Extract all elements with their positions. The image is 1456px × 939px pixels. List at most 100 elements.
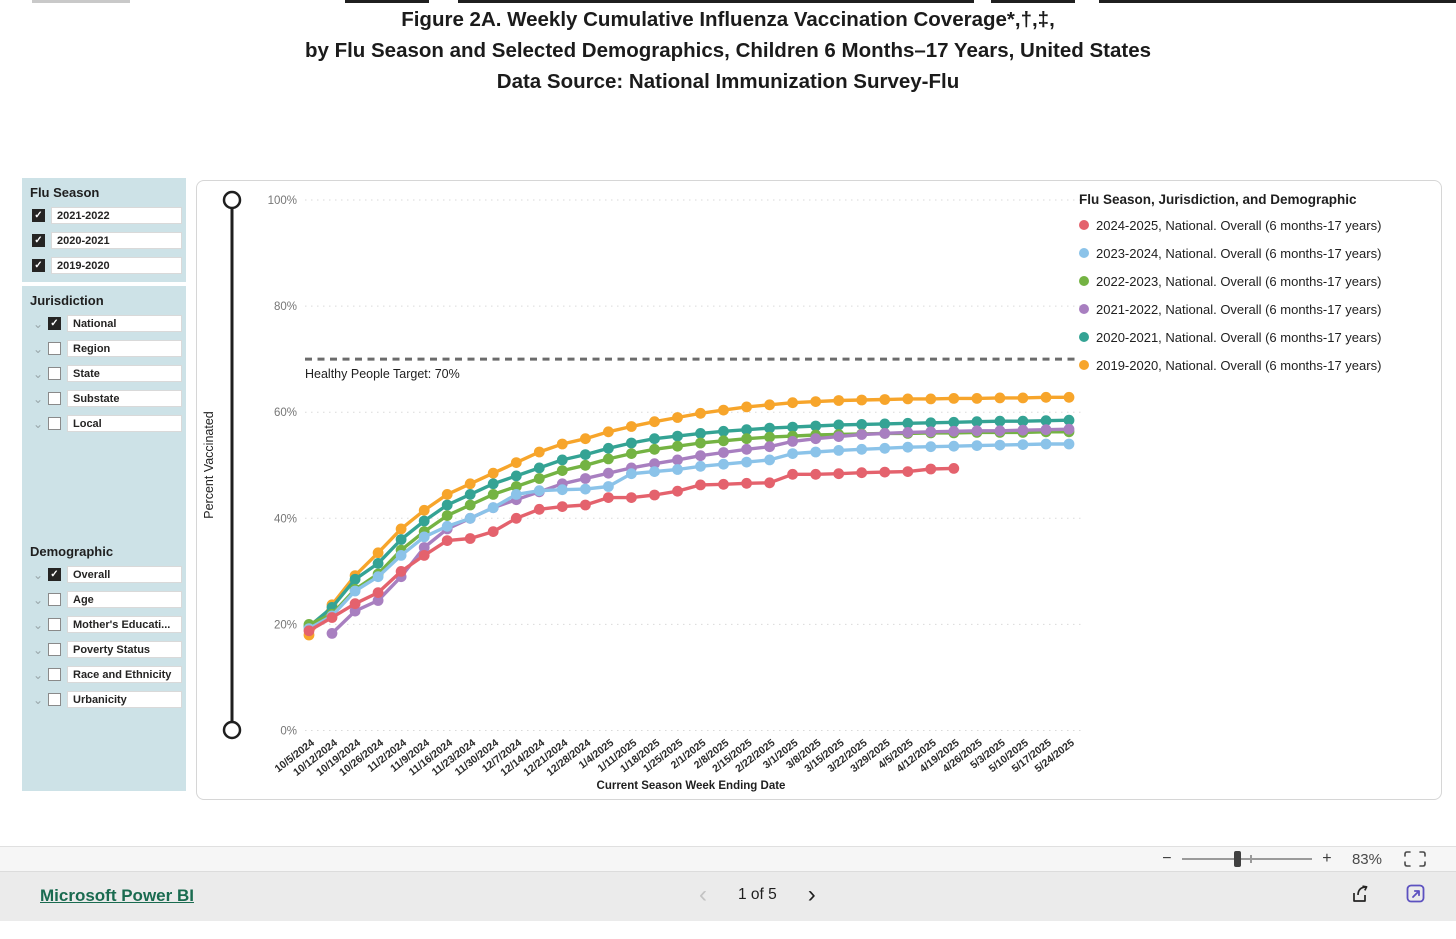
data-point[interactable] — [994, 392, 1006, 404]
series-2020-2021[interactable] — [303, 414, 1075, 632]
data-point[interactable] — [649, 466, 660, 477]
data-point[interactable] — [603, 467, 614, 479]
data-point[interactable] — [303, 625, 315, 637]
data-point[interactable] — [994, 439, 1006, 451]
data-point[interactable] — [1017, 415, 1029, 427]
data-point[interactable] — [764, 431, 775, 443]
data-point[interactable] — [925, 426, 937, 438]
data-point[interactable] — [879, 428, 891, 439]
data-point[interactable] — [487, 502, 499, 514]
data-point[interactable] — [764, 399, 775, 411]
checkbox[interactable]: ✓ — [32, 234, 45, 247]
data-point[interactable] — [418, 531, 430, 543]
data-point[interactable] — [510, 481, 522, 492]
data-point[interactable] — [695, 437, 706, 449]
data-point[interactable] — [649, 458, 660, 470]
data-point[interactable] — [441, 510, 453, 521]
checkbox[interactable]: ✓ — [48, 317, 61, 330]
legend-item[interactable]: 2024-2025, National. Overall (6 months-1… — [1079, 211, 1435, 239]
chevron-down-icon[interactable]: ⌄ — [32, 692, 44, 707]
data-point[interactable] — [672, 485, 683, 497]
fullscreen-icon[interactable] — [1404, 851, 1426, 867]
slicer-item-label[interactable]: 2019-2020 — [51, 257, 182, 274]
data-point[interactable] — [349, 573, 361, 585]
data-point[interactable] — [764, 454, 775, 466]
data-point[interactable] — [833, 445, 845, 456]
data-point[interactable] — [556, 438, 568, 450]
data-point[interactable] — [649, 489, 660, 501]
data-point[interactable] — [948, 393, 960, 404]
data-point[interactable] — [533, 462, 545, 474]
data-point[interactable] — [672, 464, 683, 475]
chevron-down-icon[interactable]: ⌄ — [32, 316, 44, 331]
data-point[interactable] — [533, 446, 545, 458]
data-point[interactable] — [925, 417, 937, 429]
data-point[interactable] — [395, 534, 407, 545]
data-point[interactable] — [1063, 391, 1075, 403]
data-point[interactable] — [925, 393, 937, 405]
data-point[interactable] — [695, 407, 706, 419]
checkbox[interactable] — [48, 392, 61, 405]
data-point[interactable] — [948, 440, 960, 452]
data-point[interactable] — [349, 605, 361, 617]
data-point[interactable] — [487, 478, 499, 490]
data-point[interactable] — [464, 512, 476, 524]
data-point[interactable] — [718, 447, 729, 458]
data-point[interactable] — [741, 433, 752, 445]
data-point[interactable] — [626, 492, 637, 503]
data-point[interactable] — [510, 489, 522, 500]
data-point[interactable] — [833, 468, 845, 480]
data-point[interactable] — [856, 419, 868, 430]
data-point[interactable] — [856, 467, 868, 479]
data-point[interactable] — [718, 425, 729, 437]
data-point[interactable] — [902, 466, 914, 477]
slicer-item-label[interactable]: State — [67, 365, 182, 382]
data-point[interactable] — [603, 453, 614, 465]
data-point[interactable] — [464, 489, 476, 500]
data-point[interactable] — [603, 492, 614, 503]
data-point[interactable] — [902, 441, 914, 453]
data-point[interactable] — [395, 550, 407, 561]
data-point[interactable] — [879, 442, 891, 454]
data-point[interactable] — [603, 426, 614, 438]
slider-handle-top[interactable] — [222, 190, 242, 210]
zoom-slider[interactable] — [1181, 851, 1312, 867]
data-point[interactable] — [925, 441, 937, 453]
data-point[interactable] — [741, 477, 752, 489]
data-point[interactable] — [487, 489, 499, 500]
data-point[interactable] — [418, 515, 430, 527]
data-point[interactable] — [764, 477, 775, 489]
data-point[interactable] — [649, 433, 660, 445]
data-point[interactable] — [372, 595, 384, 606]
data-point[interactable] — [925, 463, 937, 475]
data-point[interactable] — [994, 425, 1006, 437]
slicer-item-label[interactable]: Mother's Educati... — [67, 616, 182, 633]
microsoft-powerbi-link[interactable]: Microsoft Power BI — [40, 886, 194, 905]
data-point[interactable] — [441, 520, 453, 532]
data-point[interactable] — [810, 446, 822, 458]
data-point[interactable] — [1040, 438, 1052, 450]
data-point[interactable] — [1040, 424, 1052, 436]
zoom-out-button[interactable]: − — [1162, 850, 1172, 867]
data-point[interactable] — [879, 466, 891, 478]
data-point[interactable] — [1017, 439, 1029, 450]
data-point[interactable] — [741, 424, 752, 436]
zoom-in-button[interactable]: + — [1322, 850, 1332, 867]
slicer-item-label[interactable]: Urbanicity — [67, 691, 182, 708]
checkbox[interactable]: ✓ — [32, 209, 45, 222]
share-icon[interactable] — [1348, 882, 1372, 906]
slicer-item-label[interactable]: Age — [67, 591, 182, 608]
data-point[interactable] — [580, 449, 591, 460]
data-point[interactable] — [787, 397, 798, 409]
data-point[interactable] — [580, 459, 591, 471]
legend-item[interactable]: 2021-2022, National. Overall (6 months-1… — [1079, 295, 1435, 323]
data-point[interactable] — [672, 440, 683, 452]
data-point[interactable] — [349, 585, 361, 597]
data-point[interactable] — [718, 458, 729, 470]
data-point[interactable] — [741, 456, 752, 468]
data-point[interactable] — [626, 468, 637, 480]
checkbox[interactable] — [48, 643, 61, 656]
data-point[interactable] — [510, 457, 522, 468]
data-point[interactable] — [510, 470, 522, 482]
data-point[interactable] — [487, 467, 499, 479]
